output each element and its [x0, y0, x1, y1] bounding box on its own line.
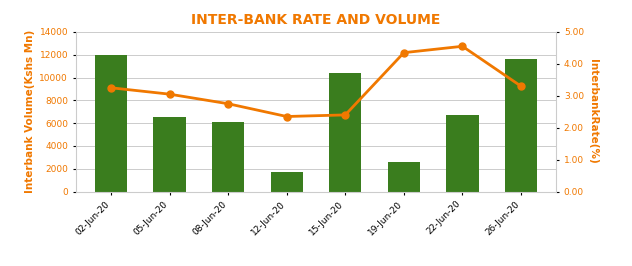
Bar — [270, 172, 303, 192]
Bar — [212, 122, 244, 192]
Bar — [446, 115, 478, 192]
Bar — [95, 55, 127, 192]
Title: INTER-BANK RATE AND VOLUME: INTER-BANK RATE AND VOLUME — [191, 13, 441, 27]
Bar — [505, 59, 537, 192]
Y-axis label: InterbankRate(%): InterbankRate(%) — [588, 59, 598, 164]
Bar — [388, 162, 420, 192]
Bar — [329, 73, 362, 192]
Bar — [154, 117, 186, 192]
Y-axis label: Interbank Volume(Kshs Mn): Interbank Volume(Kshs Mn) — [25, 30, 35, 193]
